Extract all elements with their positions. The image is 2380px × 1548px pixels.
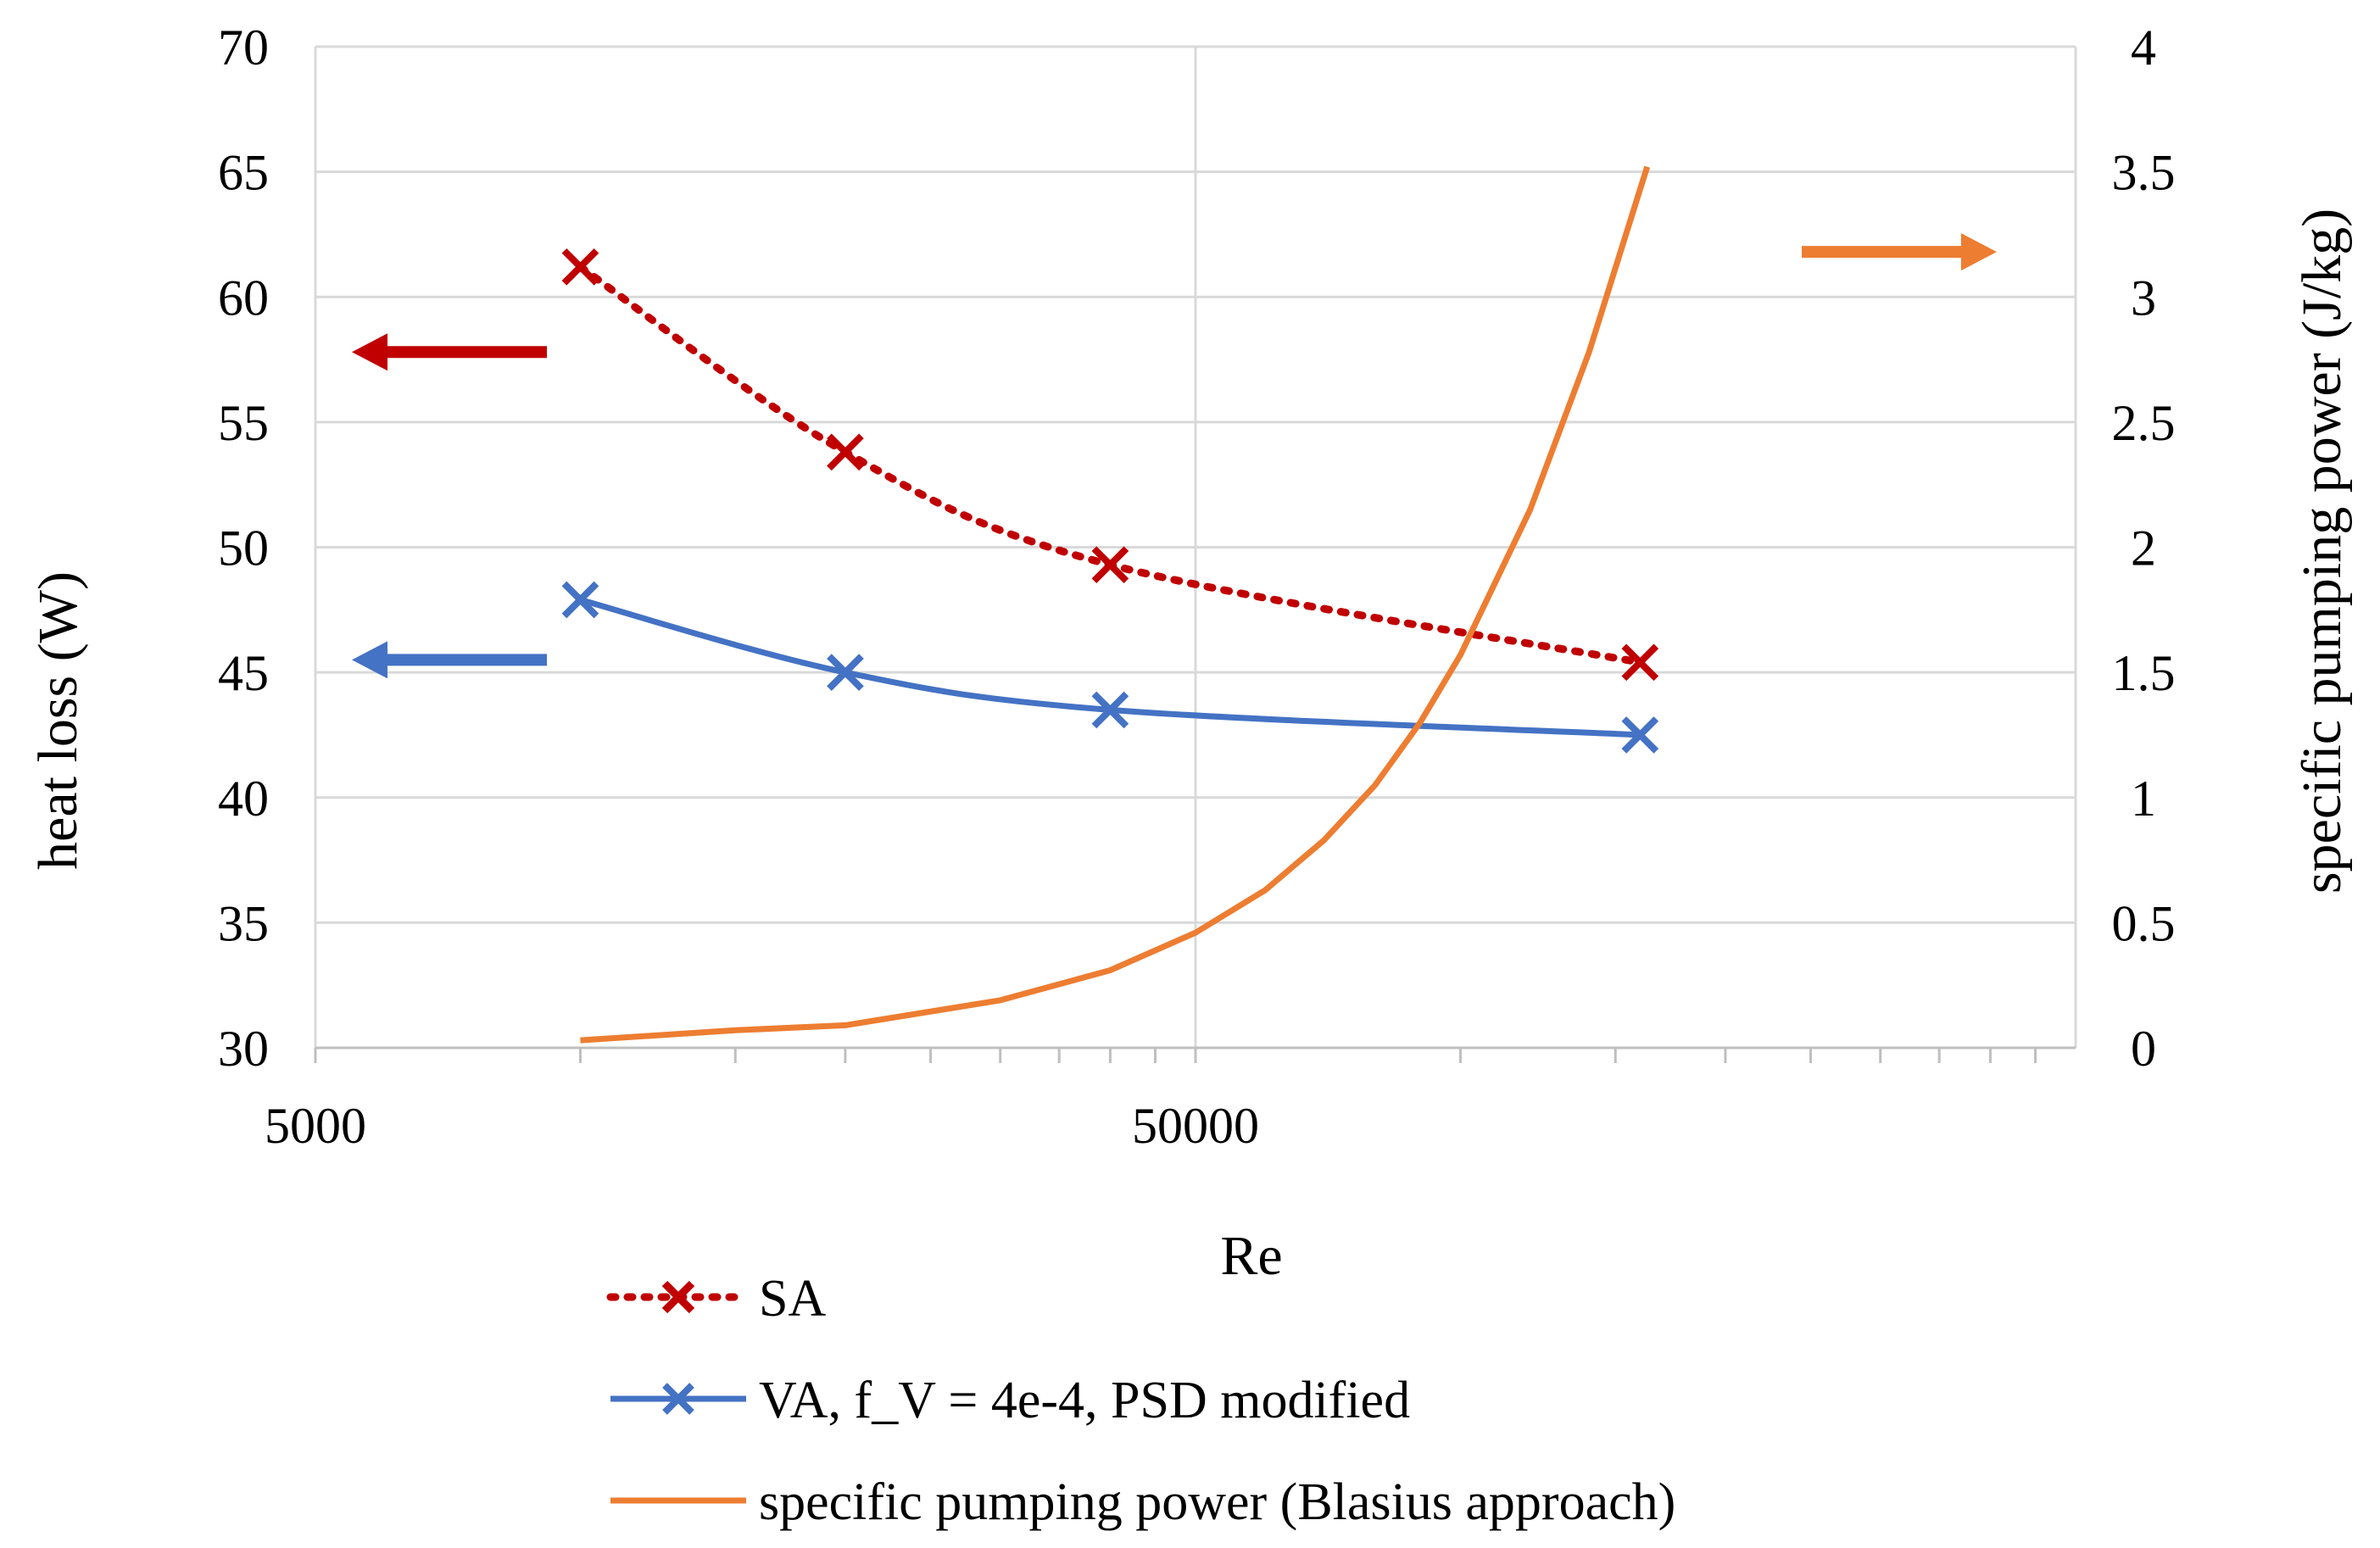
data-point-marker — [561, 248, 599, 286]
x-axis-title: Re — [1220, 1225, 1282, 1287]
y-axis-left-title: heat loss (W) — [27, 571, 89, 870]
y-right-tick-label: 0.5 — [2112, 895, 2176, 951]
y-right-tick-label: 1.5 — [2112, 645, 2176, 701]
y-left-tick-label: 55 — [218, 395, 269, 451]
y-right-tick-label: 3.5 — [2112, 145, 2176, 201]
y-left-tick-label: 30 — [218, 1021, 269, 1077]
data-point-marker — [561, 581, 599, 619]
y-left-tick-label: 35 — [218, 895, 269, 951]
y-left-tick-label: 65 — [218, 145, 269, 201]
legend-label: SA — [759, 1270, 826, 1328]
legend-item-sa: SA — [606, 1270, 826, 1328]
data-point-marker — [1091, 691, 1129, 729]
legend-item-va: VA, f_V = 4e-4, PSD modified — [610, 1372, 1410, 1429]
y-right-tick-label: 2.5 — [2112, 395, 2176, 451]
series-line — [576, 263, 1644, 666]
y-left-tick-label: 60 — [218, 270, 269, 326]
x-tick-label: 50000 — [1132, 1098, 1259, 1154]
grid — [314, 45, 2077, 1050]
series — [561, 165, 1659, 1044]
y-right-tick-label: 3 — [2131, 270, 2156, 326]
y-left-tick-label: 70 — [218, 19, 269, 75]
y-right-tick-label: 1 — [2131, 771, 2156, 827]
axes — [314, 1046, 2076, 1063]
arrow-left-indicator — [352, 641, 547, 679]
y-left-tick-label: 40 — [218, 771, 269, 827]
data-point-marker — [1091, 546, 1129, 583]
y-left-tick-label: 45 — [218, 645, 269, 701]
y-right-tick-label: 0 — [2131, 1021, 2156, 1077]
y-right-tick-label: 4 — [2131, 19, 2156, 75]
arrow-left-indicator — [352, 333, 547, 371]
data-point-marker — [827, 433, 864, 471]
arrow-right-indicator — [1802, 233, 1997, 271]
data-point-marker — [1621, 643, 1659, 682]
legend-label: VA, f_V = 4e-4, PSD modified — [759, 1372, 1410, 1429]
legend: SA VA, f_V = 4e-4, PSD modified specific… — [606, 1270, 1675, 1531]
series-0 — [561, 248, 1659, 682]
series-line — [579, 597, 1641, 738]
y-axis-right-title: specific pumping power (J/kg) — [2291, 209, 2353, 894]
axis-arrows — [352, 233, 1997, 679]
series-line — [580, 165, 1651, 1044]
data-point-marker — [827, 654, 864, 691]
y-left-tick-label: 50 — [218, 521, 269, 576]
series-1 — [561, 581, 1659, 754]
data-point-marker — [1621, 716, 1659, 754]
y-right-tick-label: 2 — [2131, 521, 2156, 576]
legend-label: specific pumping power (Blasius approach… — [759, 1473, 1675, 1531]
x-tick-label: 5000 — [265, 1098, 366, 1154]
tick-labels: 5000 50000 30 35 40 45 50 55 60 65 70 0 0.5 1 1.5 2 2.5 3… — [218, 19, 2176, 1154]
series-2 — [580, 165, 1651, 1044]
legend-item-pumping-power: specific pumping power (Blasius approach… — [610, 1473, 1675, 1531]
